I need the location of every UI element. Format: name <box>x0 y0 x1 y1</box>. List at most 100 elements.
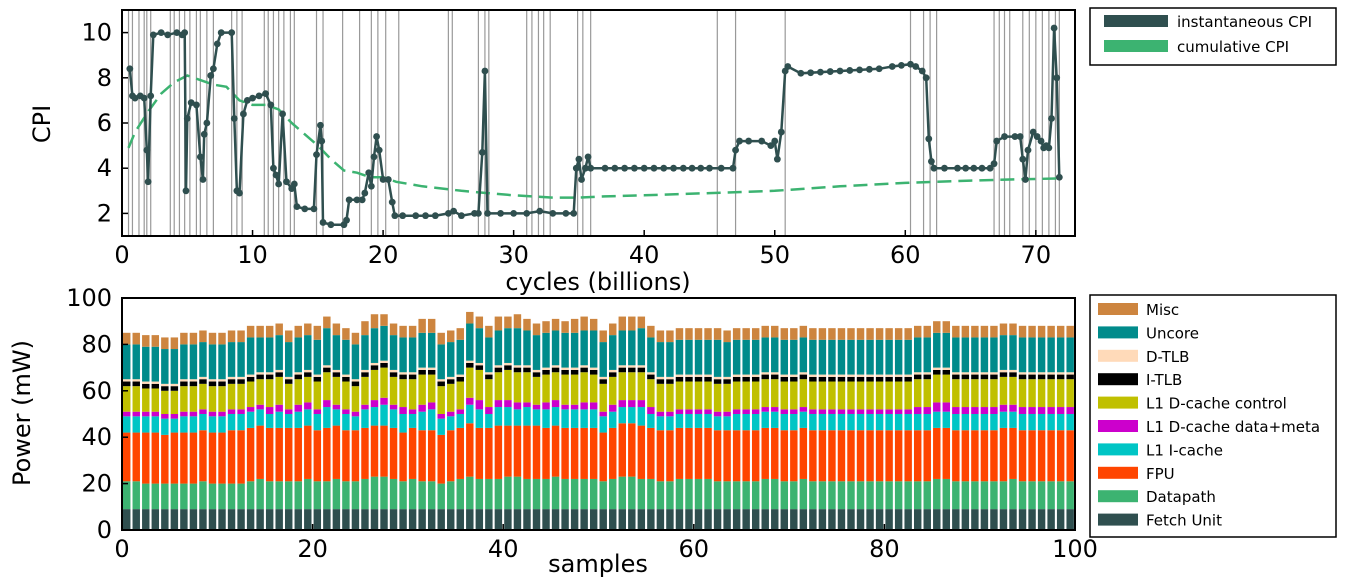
power-bar-segment <box>837 339 846 375</box>
cpi-point <box>399 212 407 220</box>
power-bar-segment <box>447 379 455 384</box>
power-bar-segment <box>265 427 274 482</box>
power-bar-segment <box>570 427 579 479</box>
power-bar-segment <box>170 432 179 484</box>
power-bar-segment <box>342 328 350 340</box>
cpi-point <box>1016 133 1024 140</box>
power-bar-segment <box>132 386 140 412</box>
power-bar-segment <box>475 409 484 428</box>
cpi-point <box>230 115 238 122</box>
power-bar-segment <box>323 372 331 401</box>
power-bar-segment <box>304 425 312 479</box>
power-bar-segment <box>656 430 665 482</box>
power-bar-segment <box>761 374 769 380</box>
power-bar-segment <box>256 425 264 479</box>
power-bar-segment <box>866 409 874 414</box>
power-bar-segment <box>1037 414 1046 431</box>
power-bar-segment <box>170 386 179 391</box>
power-bar-segment <box>923 430 931 482</box>
power-bar-segment <box>199 414 207 431</box>
power-bar-segment <box>751 430 760 482</box>
power-bar-segment <box>847 414 855 431</box>
power-bar-segment <box>237 383 245 410</box>
cpi-point <box>384 176 392 183</box>
power-bar-segment <box>894 374 903 377</box>
power-bar-segment <box>513 509 522 530</box>
cpi-point <box>391 212 399 220</box>
power-bar-segment <box>894 339 903 375</box>
power-bar-segment <box>275 411 283 428</box>
power-bar-segment <box>694 427 703 479</box>
power-bar-segment <box>265 407 274 414</box>
cpi-point <box>149 31 157 39</box>
power-bar-segment <box>180 509 188 530</box>
power-bar-segment <box>1018 374 1027 380</box>
power-bar-segment <box>828 339 836 375</box>
power-bar-segment <box>866 328 874 340</box>
power-bar-segment <box>913 481 922 510</box>
power-bar-segment <box>570 369 579 375</box>
power-bar-segment <box>894 381 903 410</box>
cpi-point <box>310 205 318 213</box>
power-bar-segment <box>1066 407 1074 414</box>
power-bar-segment <box>313 374 322 377</box>
cpi-point <box>164 31 172 39</box>
power-bar-segment <box>342 430 350 482</box>
power-bar-segment <box>818 339 827 375</box>
power-bar-segment <box>361 321 369 336</box>
power-bar-segment <box>246 407 255 412</box>
cpi-point <box>193 101 200 109</box>
power-y-ticks: 0 20 40 60 80 100 <box>66 284 128 544</box>
cpi-point <box>930 164 938 172</box>
power-bar-segment <box>952 337 960 373</box>
power-bar-segment <box>570 318 579 333</box>
power-bar-segment <box>399 337 407 373</box>
power-bar-segment <box>761 337 769 373</box>
power-bar-segment <box>656 342 665 377</box>
legend-label-cumulative-cpi: cumulative CPI <box>1177 38 1289 56</box>
power-bar-segment <box>323 481 331 510</box>
power-bar-segment <box>218 483 226 510</box>
power-bar-segment <box>466 362 474 368</box>
power-bar-segment <box>647 414 655 428</box>
power-bar-segment <box>447 330 455 343</box>
y-tick-label: 60 <box>81 377 112 405</box>
power-bar-segment <box>618 365 626 368</box>
power-bar-segment <box>332 376 341 405</box>
x-tick-label: 60 <box>890 241 921 269</box>
power-bar-segment <box>761 509 769 530</box>
power-bar-segment <box>809 414 817 431</box>
power-bar-segment <box>408 379 417 410</box>
power-bar-segment <box>580 330 588 366</box>
power-bar-segment <box>466 397 474 405</box>
power-bar-segment <box>142 388 150 412</box>
power-bar-segment <box>408 509 417 530</box>
power-bar-segment <box>123 332 131 345</box>
power-bar-segment <box>780 481 789 510</box>
power-bar-segment <box>342 381 350 410</box>
power-y-axis-label: Power (mW) <box>8 340 36 486</box>
cpi-point <box>1021 176 1029 183</box>
power-bar-segment <box>856 374 865 377</box>
cpi-point <box>213 40 221 48</box>
power-bar-segment <box>151 416 160 433</box>
power-bar-segment <box>370 509 379 530</box>
power-bar-segment <box>161 414 169 419</box>
power-bar-segment <box>799 509 808 530</box>
power-bar-segment <box>256 478 264 510</box>
power-bar-segment <box>123 509 131 530</box>
power-bar-segment <box>1056 407 1065 414</box>
power-bar-segment <box>790 339 798 375</box>
power-bar-segment <box>275 323 283 336</box>
power-bar-segment <box>999 335 1008 370</box>
power-bar-segment <box>732 381 741 410</box>
power-bar-segment <box>561 369 569 375</box>
power-bar-segment <box>933 478 941 510</box>
power-bar-segment <box>1037 407 1046 414</box>
cpi-point <box>601 164 609 172</box>
power-bar-segment <box>723 416 731 431</box>
power-bar-segment <box>628 372 636 401</box>
power-bar-segment <box>647 325 655 338</box>
power-bar-segment <box>847 374 855 377</box>
power-bar-segment <box>913 337 922 373</box>
